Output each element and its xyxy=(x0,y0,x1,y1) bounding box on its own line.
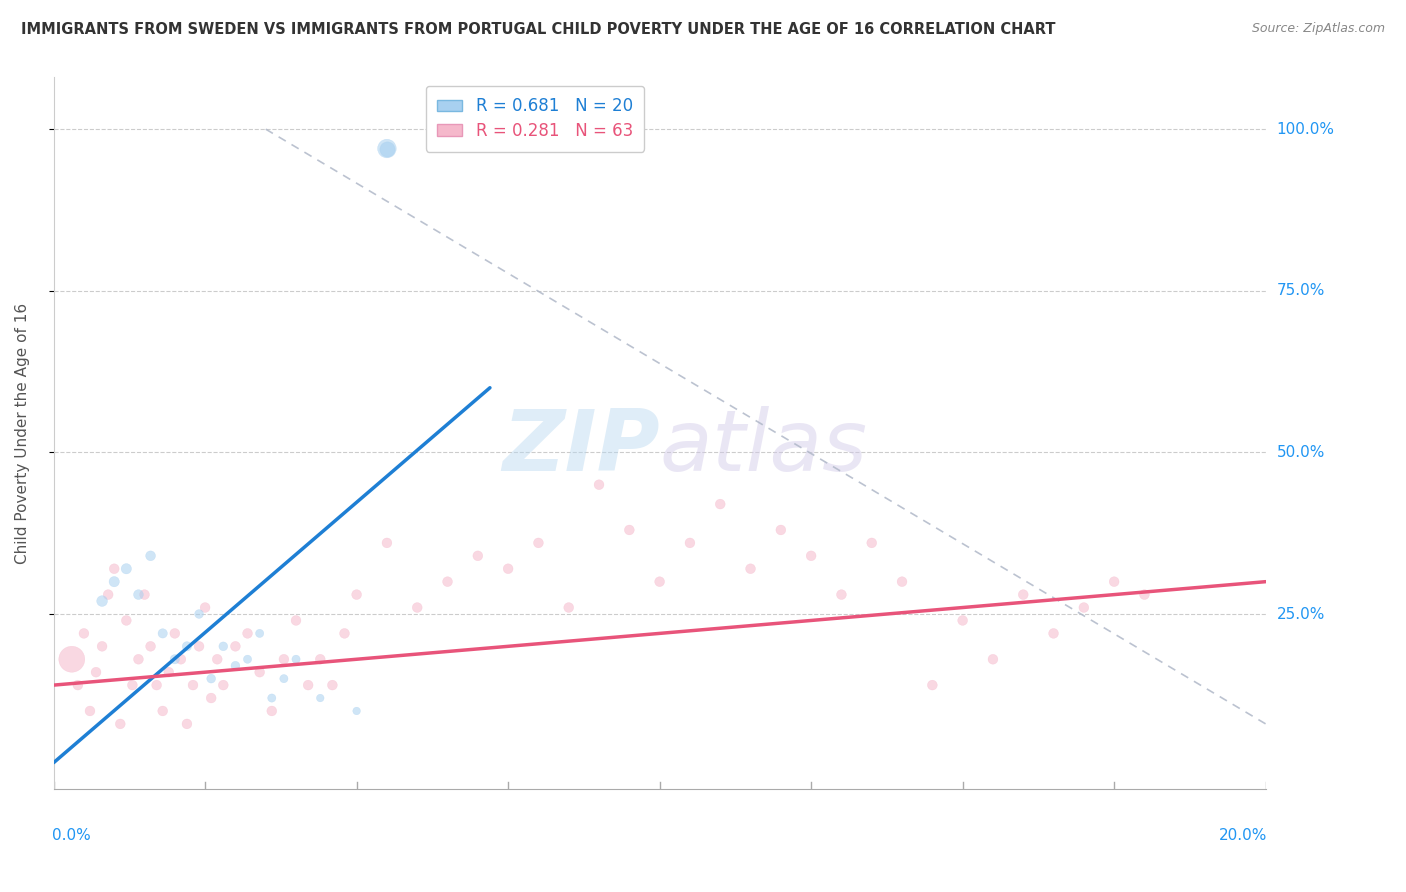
Point xyxy=(200,691,222,706)
Point xyxy=(212,678,235,692)
Point xyxy=(176,640,198,654)
Text: 25.0%: 25.0% xyxy=(1277,607,1324,622)
Y-axis label: Child Poverty Under the Age of 16: Child Poverty Under the Age of 16 xyxy=(15,302,30,564)
Point xyxy=(139,549,162,563)
Point xyxy=(297,678,319,692)
Point xyxy=(60,652,83,666)
Point xyxy=(375,536,398,550)
Point xyxy=(207,652,229,666)
Point xyxy=(103,574,125,589)
Text: 75.0%: 75.0% xyxy=(1277,284,1324,298)
Point xyxy=(181,678,204,692)
Point xyxy=(333,626,356,640)
Point xyxy=(679,536,702,550)
Point xyxy=(66,678,89,692)
Point xyxy=(260,704,283,718)
Text: 20.0%: 20.0% xyxy=(1219,828,1267,843)
Point xyxy=(921,678,943,692)
Point xyxy=(1073,600,1095,615)
Point xyxy=(194,600,217,615)
Point xyxy=(709,497,731,511)
Point xyxy=(1012,588,1035,602)
Point xyxy=(249,626,271,640)
Point xyxy=(188,607,211,621)
Point xyxy=(467,549,489,563)
Point xyxy=(152,704,174,718)
Point xyxy=(309,691,332,706)
Point xyxy=(188,640,211,654)
Point xyxy=(170,652,193,666)
Point xyxy=(588,477,610,491)
Point xyxy=(285,614,308,628)
Text: Source: ZipAtlas.com: Source: ZipAtlas.com xyxy=(1251,22,1385,36)
Point xyxy=(91,594,114,608)
Point xyxy=(260,691,283,706)
Point xyxy=(273,652,295,666)
Point xyxy=(981,652,1004,666)
Point xyxy=(145,678,167,692)
Point xyxy=(769,523,792,537)
Point xyxy=(115,562,138,576)
Point xyxy=(558,600,581,615)
Point xyxy=(236,626,259,640)
Point xyxy=(273,672,295,686)
Text: 0.0%: 0.0% xyxy=(52,828,91,843)
Point xyxy=(224,658,246,673)
Point xyxy=(152,626,174,640)
Point xyxy=(91,640,114,654)
Text: atlas: atlas xyxy=(659,406,868,489)
Text: 100.0%: 100.0% xyxy=(1277,121,1334,136)
Point xyxy=(346,704,368,718)
Point xyxy=(527,536,550,550)
Point xyxy=(830,588,852,602)
Point xyxy=(1102,574,1125,589)
Point xyxy=(224,640,246,654)
Point xyxy=(800,549,823,563)
Point xyxy=(236,652,259,666)
Point xyxy=(860,536,883,550)
Point xyxy=(127,588,149,602)
Point xyxy=(97,588,120,602)
Point xyxy=(406,600,429,615)
Point xyxy=(648,574,671,589)
Point xyxy=(436,574,458,589)
Point xyxy=(157,665,180,680)
Point xyxy=(249,665,271,680)
Text: IMMIGRANTS FROM SWEDEN VS IMMIGRANTS FROM PORTUGAL CHILD POVERTY UNDER THE AGE O: IMMIGRANTS FROM SWEDEN VS IMMIGRANTS FRO… xyxy=(21,22,1056,37)
Point xyxy=(84,665,107,680)
Text: 50.0%: 50.0% xyxy=(1277,445,1324,460)
Legend: R = 0.681   N = 20, R = 0.281   N = 63: R = 0.681 N = 20, R = 0.281 N = 63 xyxy=(426,86,644,152)
Point xyxy=(110,717,132,731)
Point xyxy=(619,523,641,537)
Point xyxy=(375,142,398,156)
Point xyxy=(163,626,186,640)
Point xyxy=(79,704,101,718)
Point xyxy=(952,614,974,628)
Point xyxy=(285,652,308,666)
Point xyxy=(139,640,162,654)
Point xyxy=(1133,588,1156,602)
Point xyxy=(103,562,125,576)
Point xyxy=(134,588,156,602)
Point xyxy=(212,640,235,654)
Point xyxy=(309,652,332,666)
Point xyxy=(176,717,198,731)
Point xyxy=(891,574,914,589)
Point xyxy=(73,626,96,640)
Point xyxy=(127,652,149,666)
Point xyxy=(346,588,368,602)
Point xyxy=(115,614,138,628)
Point xyxy=(163,652,186,666)
Point xyxy=(321,678,343,692)
Point xyxy=(375,142,398,156)
Point xyxy=(496,562,519,576)
Text: ZIP: ZIP xyxy=(502,406,659,489)
Point xyxy=(121,678,143,692)
Point xyxy=(200,672,222,686)
Point xyxy=(1042,626,1064,640)
Point xyxy=(740,562,762,576)
